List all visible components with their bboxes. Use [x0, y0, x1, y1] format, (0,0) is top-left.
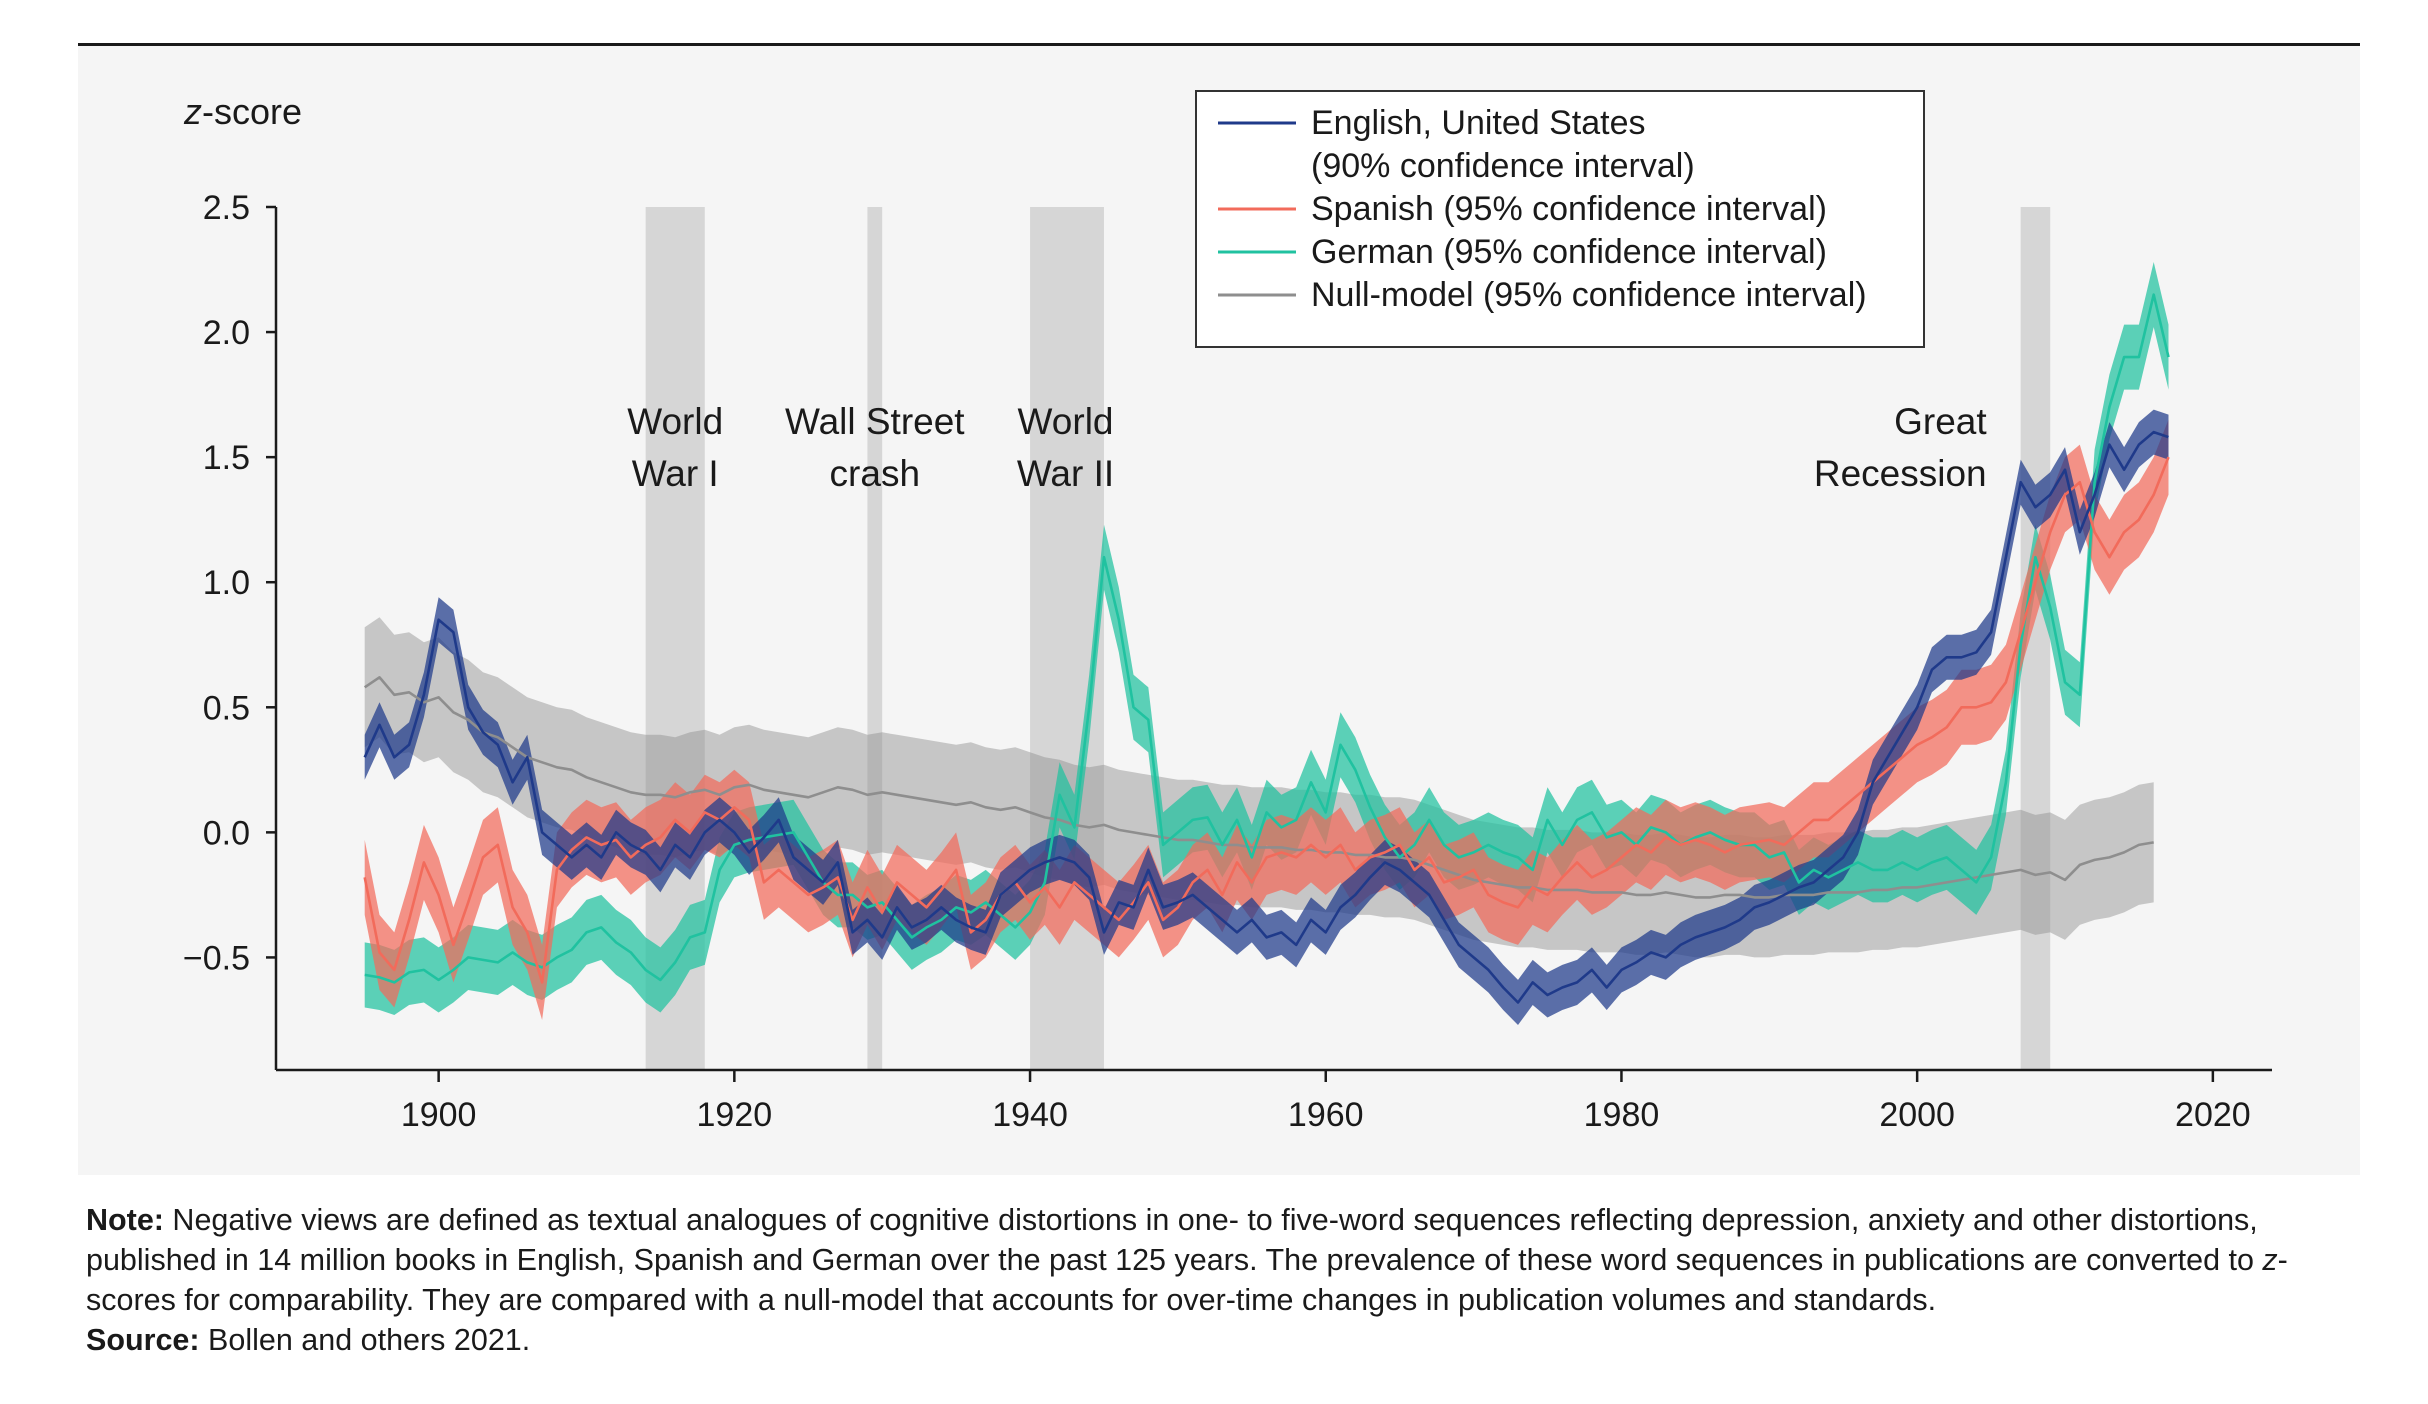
note-text-end: -scores for comparability. They are comp… [86, 1243, 2288, 1317]
x-tick-label-6: 2020 [2175, 1096, 2251, 1134]
event-label-2-1: War II [1017, 453, 1114, 494]
event-label-1-1: crash [830, 453, 920, 494]
source-label: Source: [86, 1323, 200, 1357]
y-tick-label-1: 2.0 [203, 314, 250, 352]
spanish-line [363, 456, 2170, 984]
legend-box [1195, 90, 1925, 348]
event-label-3-0: Great [1894, 401, 1987, 442]
event-label-2-0: World [1018, 401, 1114, 442]
source-paragraph: Source: Bollen and others 2021. [86, 1320, 2366, 1360]
english-line [363, 430, 2169, 1004]
event-band-1 [867, 207, 883, 1070]
top-rule [78, 43, 2360, 46]
y-axis-label-rest: -score [202, 91, 302, 132]
legend-label-null_model-0: Null-model (95% confidence interval) [1311, 276, 1867, 314]
x-tick-label-1: 1920 [697, 1096, 773, 1134]
null_model-line [363, 675, 2154, 899]
german-line [364, 293, 2170, 984]
note-paragraph: Note: Negative views are defined as text… [86, 1200, 2366, 1320]
x-tick-label-0: 1900 [401, 1096, 477, 1134]
note-italic: z [2262, 1243, 2278, 1277]
y-tick-label-5: 0.0 [203, 814, 250, 852]
x-tick-label-4: 1980 [1584, 1096, 1660, 1134]
y-axis-label-italic: z [183, 91, 202, 132]
note-label: Note: [86, 1203, 164, 1237]
x-tick-label-2: 1940 [992, 1096, 1068, 1134]
notes-block: Note: Negative views are defined as text… [86, 1200, 2366, 1360]
y-tick-label-2: 1.5 [203, 439, 250, 477]
legend-label-english-0: English, United States [1311, 104, 1646, 142]
y-axis-label: z-score [183, 91, 302, 132]
x-tick-label-3: 1960 [1288, 1096, 1364, 1134]
event-label-3-1: Recession [1814, 453, 1987, 494]
x-tick-label-5: 2000 [1879, 1096, 1955, 1134]
legend-label-german-0: German (95% confidence interval) [1311, 233, 1827, 271]
y-tick-label-4: 0.5 [203, 689, 250, 727]
legend-label-english-1: (90% confidence interval) [1311, 147, 1695, 185]
y-tick-label-3: 1.0 [203, 564, 250, 602]
note-text: Negative views are defined as textual an… [86, 1203, 2263, 1277]
chart-svg: 2.5 2.0 1.5 1.0 0.5 0.0 −0.5 1900 1920 1940 1960 19… [183, 90, 2272, 1134]
legend-label-spanish-0: Spanish (95% confidence interval) [1311, 190, 1827, 228]
event-label-0-0: World [627, 401, 723, 442]
y-tick-label-0: 2.5 [203, 189, 250, 227]
source-text: Bollen and others 2021. [199, 1323, 531, 1357]
event-label-0-1: War I [632, 453, 719, 494]
event-label-1-0: Wall Street [785, 401, 965, 442]
y-tick-label-6: −0.5 [183, 939, 250, 977]
